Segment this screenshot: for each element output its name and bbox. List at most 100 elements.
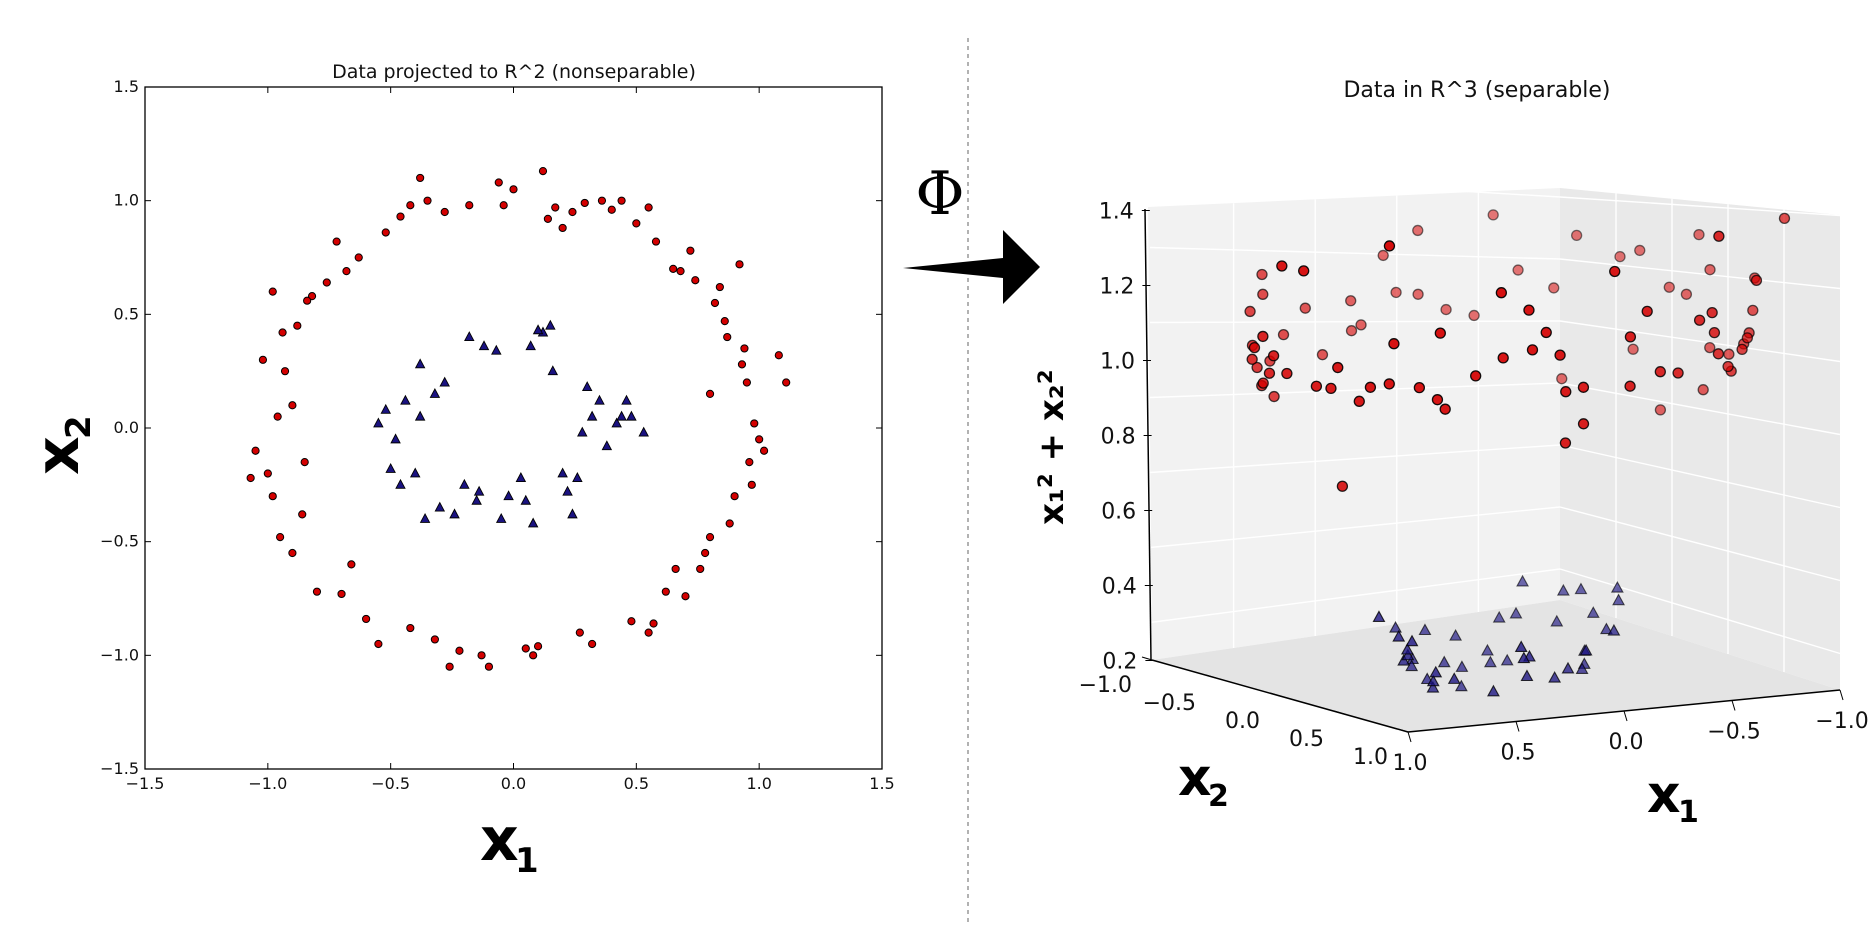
- right-x-axis-label: x 1: [1647, 765, 1699, 830]
- data-point-circle: [430, 635, 439, 644]
- data-point-triangle: [1487, 684, 1500, 697]
- left-x-label-main: x: [480, 805, 519, 875]
- data-point-triangle: [621, 394, 632, 405]
- data-point-circle: [1336, 480, 1349, 492]
- data-point-triangle: [577, 426, 588, 437]
- left-plot-frame: [144, 86, 883, 770]
- x-tick-label: 1.0: [1393, 751, 1428, 776]
- data-point-triangle: [495, 512, 507, 523]
- left-data-points: [246, 167, 791, 671]
- data-point-circle: [406, 623, 415, 633]
- data-point-circle: [686, 246, 695, 255]
- data-point-circle: [337, 589, 346, 599]
- y-tick-mark: [1269, 692, 1281, 697]
- data-point-circle: [521, 644, 530, 653]
- data-point-circle: [558, 223, 567, 233]
- data-point-circle: [705, 389, 715, 398]
- data-point-circle: [374, 639, 383, 649]
- data-point-circle: [747, 480, 756, 489]
- data-point-triangle: [572, 472, 583, 482]
- data-point-circle: [1298, 265, 1310, 277]
- data-point-triangle: [1372, 610, 1386, 622]
- grid-line: [1559, 320, 1841, 363]
- z-tick-label: 0.2: [1102, 650, 1137, 675]
- data-point-triangle: [1599, 622, 1613, 635]
- data-point-circle: [750, 419, 759, 428]
- 3d-gridlines: [1149, 171, 1841, 672]
- x-tick-mark: [1407, 731, 1412, 743]
- data-point-circle: [1654, 404, 1667, 416]
- data-point-circle: [1722, 360, 1734, 373]
- grid-line: [1559, 196, 1841, 217]
- z-tick-label: 0.4: [1102, 575, 1137, 600]
- left-y-label-main: x: [23, 436, 93, 475]
- data-point-circle: [1708, 326, 1721, 339]
- data-point-circle: [1299, 302, 1311, 314]
- data-point-circle: [1706, 307, 1718, 319]
- data-point-triangle: [557, 467, 568, 478]
- data-point-circle: [406, 201, 415, 210]
- data-point-triangle: [601, 440, 613, 451]
- data-point-circle: [597, 196, 607, 205]
- y-tick-label: −0.5: [100, 532, 139, 551]
- data-point-circle: [676, 267, 685, 276]
- data-point-triangle: [1483, 655, 1497, 668]
- left-chart: Data projected to R^2 (nonseparable) −1.…: [23, 61, 895, 881]
- right-chart-title: Data in R^3 (separable): [1343, 78, 1610, 103]
- data-point-circle: [543, 214, 552, 223]
- data-point-circle: [445, 662, 454, 671]
- y-tick-mark: [1333, 710, 1345, 715]
- data-point-circle: [661, 587, 670, 596]
- data-point-triangle: [1400, 642, 1414, 655]
- data-point-circle: [730, 492, 739, 501]
- 3d-axis-ticks: 0.20.40.60.81.01.21.4−1.0−0.50.00.51.0 1.…: [1079, 200, 1868, 777]
- data-point-circle: [1257, 330, 1269, 343]
- data-point-triangle: [1437, 655, 1451, 668]
- data-point-triangle: [1561, 661, 1575, 674]
- data-point-triangle: [1574, 582, 1588, 595]
- data-point-triangle: [395, 478, 406, 489]
- data-point-circle: [1624, 380, 1636, 392]
- grid-line: [1559, 444, 1841, 509]
- data-point-circle: [1736, 343, 1748, 356]
- z-tick-label: 1.4: [1099, 200, 1134, 225]
- right-y-axis-label: x 2: [1178, 748, 1229, 814]
- data-point-triangle: [611, 417, 622, 428]
- data-point-circle: [1495, 287, 1508, 299]
- y-tick-label: 0.5: [114, 304, 139, 323]
- data-point-circle: [307, 292, 317, 301]
- data-point-triangle: [1447, 672, 1461, 684]
- x-tick-label: 0.0: [501, 774, 526, 793]
- data-point-circle: [1560, 386, 1572, 398]
- data-point-circle: [1434, 327, 1446, 339]
- data-point-triangle: [449, 508, 460, 519]
- data-point-triangle: [1516, 574, 1529, 587]
- data-point-circle: [588, 639, 597, 649]
- data-point-circle: [1325, 382, 1337, 395]
- data-point-circle: [1412, 224, 1424, 237]
- data-point-circle: [1310, 380, 1323, 392]
- data-point-circle: [1672, 367, 1684, 379]
- x-tick-label: −0.5: [371, 774, 410, 793]
- data-point-triangle: [390, 433, 401, 444]
- x-tick-mark: [1839, 689, 1844, 701]
- data-point-circle: [1577, 418, 1590, 430]
- data-point-triangle: [1389, 620, 1402, 633]
- data-point-circle: [362, 614, 371, 624]
- x-tick-label: 0.0: [1609, 730, 1644, 755]
- data-point-triangle: [562, 485, 573, 496]
- data-point-circle: [696, 564, 705, 574]
- grid-line: [1149, 320, 1561, 324]
- data-point-circle: [671, 564, 680, 574]
- grid-line: [1149, 568, 1561, 624]
- data-point-triangle: [414, 358, 426, 369]
- data-point-circle: [1413, 382, 1426, 394]
- data-point-triangle: [1454, 679, 1468, 692]
- data-point-circle: [681, 592, 690, 601]
- left-chart-title: Data projected to R^2 (nonseparable): [332, 61, 696, 83]
- data-point-triangle: [1550, 614, 1564, 627]
- x-tick-label: −1.5: [126, 774, 165, 793]
- data-point-circle: [617, 196, 626, 205]
- data-point-circle: [1256, 268, 1268, 281]
- data-point-circle: [720, 317, 729, 326]
